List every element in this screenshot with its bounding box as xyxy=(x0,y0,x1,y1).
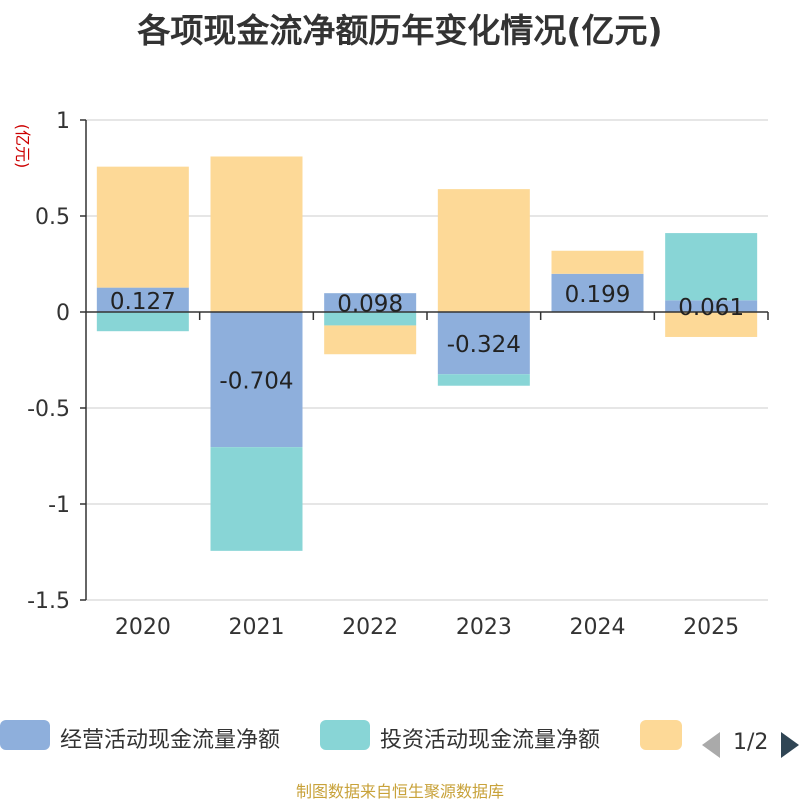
bar-investing-2025 xyxy=(665,233,758,301)
chart-title: 各项现金流净额历年变化情况(亿元) xyxy=(137,11,663,50)
bar-financing-2021 xyxy=(210,156,303,312)
bar-investing-2023 xyxy=(437,374,530,386)
legend: 经营活动现金流量净额 投资活动现金流量净额 1/2 xyxy=(0,712,800,758)
bar-financing-2025 xyxy=(665,312,758,337)
chart-plot: 1 0.5 0 -0.5 -1 -1.5 (亿元) 2020 2021 2022 2023 2024 2… xyxy=(13,109,769,640)
legend-swatch-financing xyxy=(640,720,682,750)
bar-operating-2024 xyxy=(551,273,644,312)
legend-label-investing: 投资活动现金流量净额 xyxy=(380,728,601,753)
x-tick-label: 2022 xyxy=(342,615,398,640)
legend-swatch-operating xyxy=(0,720,50,750)
bar-operating-2020 xyxy=(96,287,189,312)
x-tick-label: 2020 xyxy=(115,615,171,640)
bar-financing-2024 xyxy=(551,250,644,274)
x-tick-label: 2021 xyxy=(229,615,285,640)
x-tick-label: 2023 xyxy=(456,615,512,640)
y-tick-label: 0 xyxy=(56,301,70,326)
y-tick-label: -1.5 xyxy=(27,589,70,614)
y-tick-label: -1 xyxy=(48,493,70,518)
bar-financing-2020 xyxy=(96,166,189,288)
legend-swatch-investing xyxy=(320,720,370,750)
bar-financing-2022 xyxy=(324,325,417,355)
x-tick-label: 2025 xyxy=(683,615,739,640)
y-tick-label: -0.5 xyxy=(27,397,70,422)
data-label-operating-2025: 0.061 xyxy=(678,295,744,321)
x-tick-label: 2024 xyxy=(570,615,626,640)
data-source-footer: 制图数据来自恒生聚源数据库 xyxy=(295,782,504,801)
bar-investing-2020 xyxy=(96,312,189,332)
legend-page-indicator: 1/2 xyxy=(733,730,769,755)
bar-operating-2025 xyxy=(665,300,758,312)
data-label-operating-2024: 0.199 xyxy=(565,282,631,308)
bar-investing-2021 xyxy=(210,447,303,551)
legend-next-page-icon[interactable] xyxy=(781,732,799,758)
y-axis-label: (亿元) xyxy=(13,124,32,169)
data-label-operating-2023: -0.324 xyxy=(447,332,521,358)
bar-financing-2023 xyxy=(437,189,530,312)
legend-label-operating: 经营活动现金流量净额 xyxy=(60,728,281,753)
data-label-operating-2022: 0.098 xyxy=(337,292,403,318)
y-tick-label: 0.5 xyxy=(35,205,70,230)
y-tick-label: 1 xyxy=(56,109,70,134)
bar-operating-2021 xyxy=(210,312,303,448)
legend-prev-page-icon[interactable] xyxy=(702,732,720,758)
bar-operating-2023 xyxy=(437,312,530,375)
bar-operating-2022 xyxy=(324,293,417,312)
bar-investing-2022 xyxy=(324,312,417,326)
data-label-operating-2020: 0.127 xyxy=(110,289,176,315)
data-label-operating-2021: -0.704 xyxy=(219,369,293,395)
